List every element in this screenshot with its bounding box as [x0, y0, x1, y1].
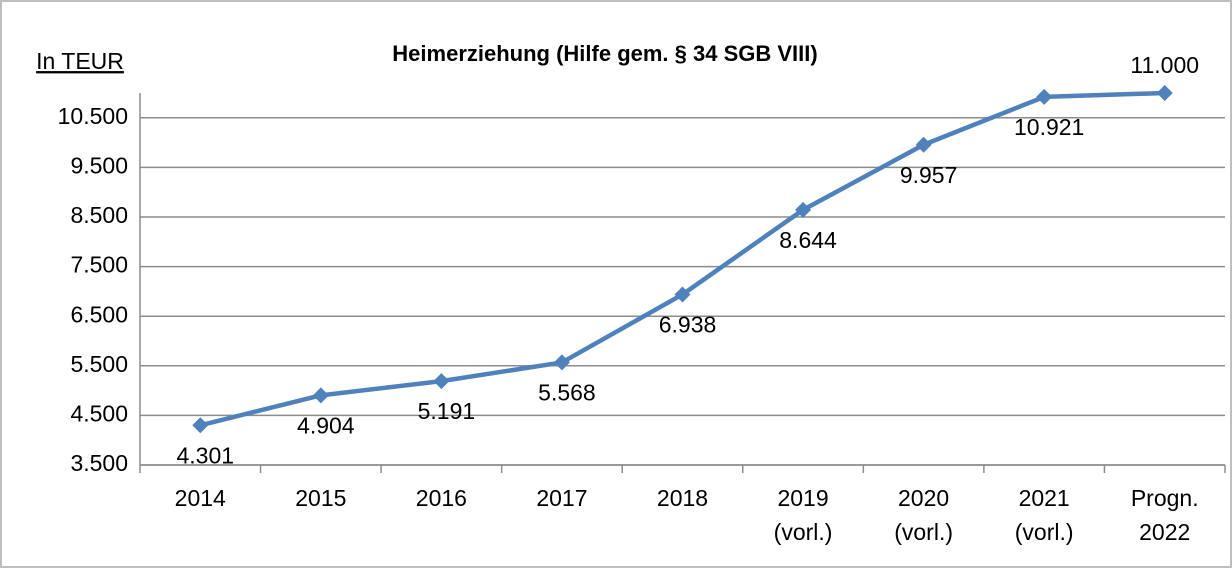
x-tick-label: 2014 — [174, 485, 226, 511]
data-label: 5.568 — [538, 380, 596, 406]
x-tick-label: 2015 — [295, 485, 347, 511]
y-axis-label: In TEUR — [36, 48, 124, 74]
x-tick-label: 2017 — [536, 485, 588, 511]
point — [433, 373, 450, 390]
data-label: 4.904 — [297, 412, 355, 438]
x-tick-label: 2019 (vorl.) — [773, 485, 833, 545]
data-label: 8.644 — [779, 227, 837, 253]
y-tick-label: 9.500 — [70, 152, 128, 178]
point — [553, 354, 570, 371]
data-label: 11.000 — [1130, 52, 1199, 78]
data-label: 6.938 — [659, 312, 717, 338]
data-label: 9.957 — [900, 162, 958, 188]
point — [795, 201, 812, 218]
point — [915, 136, 932, 153]
point — [1156, 85, 1173, 101]
data-label: 5.191 — [418, 398, 476, 424]
y-tick-label: 7.500 — [70, 252, 128, 278]
line — [199, 90, 1165, 428]
point — [674, 286, 691, 303]
x-tick-label: 2016 — [415, 485, 467, 511]
y-tick-label: 10.500 — [58, 103, 128, 129]
point — [192, 417, 209, 434]
x-tick-label: 2021 (vorl.) — [1014, 485, 1074, 545]
chart-title: Heimerziehung (Hilfe gem. § 34 SGB VIII) — [392, 41, 817, 66]
x-tick-label: Progn. 2022 — [1130, 485, 1199, 545]
y-tick-label: 6.500 — [70, 301, 128, 327]
point — [1036, 88, 1053, 105]
x-tick-label: 2018 — [656, 485, 709, 511]
x-tick-label: 2020 (vorl.) — [894, 485, 953, 545]
y-tick-label: 5.500 — [70, 351, 128, 377]
y-tick-label: 8.500 — [70, 202, 128, 228]
y-tick-label: 4.500 — [70, 400, 128, 426]
data-label: 10.921 — [1014, 114, 1084, 140]
point — [312, 387, 329, 404]
data-label: 4.301 — [176, 442, 234, 468]
y-tick-label: 3.500 — [70, 450, 128, 476]
